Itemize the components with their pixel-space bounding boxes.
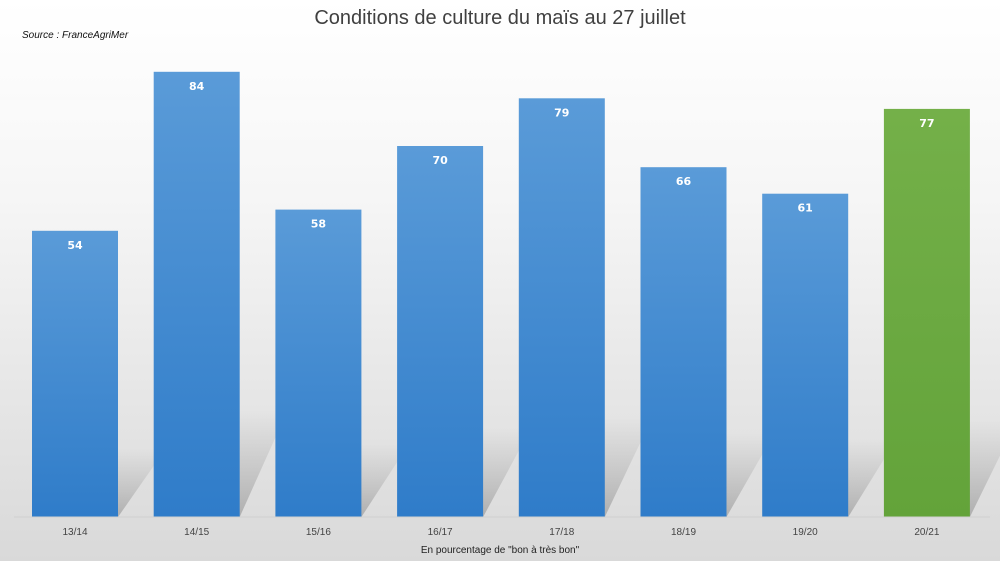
bar-18-19: [640, 167, 727, 517]
data-label: 61: [798, 202, 813, 215]
data-label: 58: [311, 218, 326, 231]
bars: 54 84 58 70 79 66 61 77: [32, 71, 970, 518]
bar-14-15: [153, 71, 240, 518]
data-label: 70: [432, 154, 448, 167]
bar-20-21: [883, 108, 970, 518]
bar-13-14: [32, 230, 118, 518]
x-tick-label: 20/21: [914, 527, 939, 538]
x-tick-label: 15/16: [306, 527, 331, 538]
data-label: 54: [67, 239, 83, 252]
data-label: 79: [554, 106, 569, 119]
x-tick-label: 17/18: [549, 527, 574, 538]
x-tick-label: 16/17: [428, 527, 453, 538]
bar-15-16: [275, 209, 362, 517]
x-axis-ticks: 13/14 14/15 15/16 16/17 17/18 18/19 19/20 20/21: [62, 527, 939, 538]
x-tick-label: 14/15: [184, 527, 209, 538]
x-tick-label: 19/20: [793, 527, 818, 538]
bar-19-20: [762, 193, 849, 517]
x-axis-label: En pourcentage de "bon à très bon": [421, 545, 580, 556]
bar-17-18: [518, 98, 605, 518]
chart-source: Source : FranceAgriMer: [22, 30, 129, 41]
x-tick-label: 18/19: [671, 527, 696, 538]
data-label: 77: [919, 117, 934, 130]
x-tick-label: 13/14: [62, 527, 87, 538]
bar-16-17: [397, 146, 484, 517]
data-label: 84: [189, 80, 205, 93]
chart-title: Conditions de culture du maïs au 27 juil…: [314, 7, 686, 29]
data-label: 66: [676, 175, 692, 188]
